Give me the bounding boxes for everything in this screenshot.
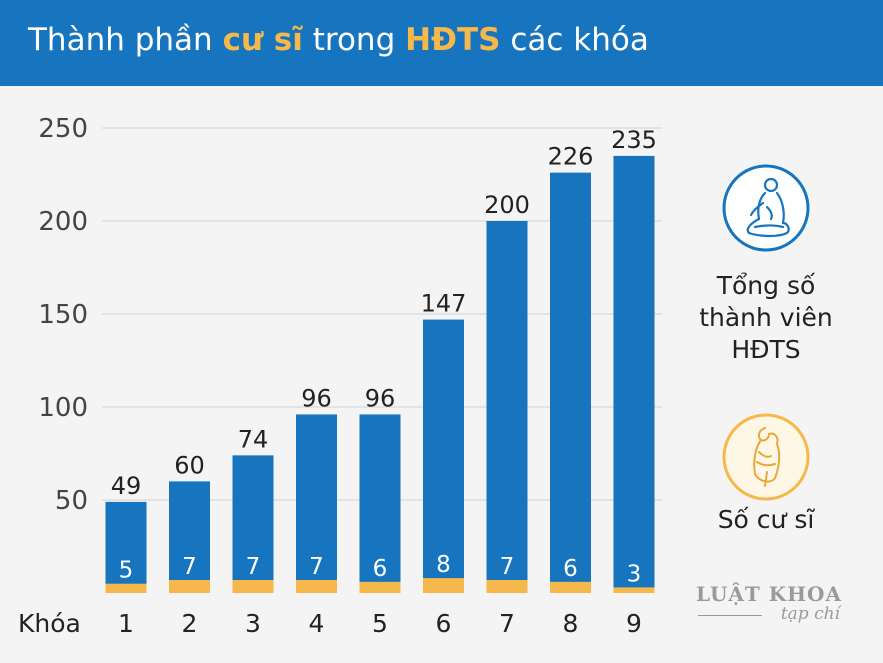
data-label-lay-3: 7 [246, 554, 261, 580]
y-tick-label-50: 50 [55, 486, 88, 516]
title-highlight-1: cư sĩ [222, 22, 303, 58]
bar-lay-6 [423, 578, 464, 593]
bar-lay-9 [613, 587, 655, 593]
bar-total-8 [550, 172, 591, 593]
bar-chart: 5010015020025049516072747396749665147862… [18, 114, 662, 638]
data-label-lay-4: 7 [309, 554, 324, 580]
data-label-total-9: 235 [611, 126, 657, 154]
data-label-lay-8: 6 [563, 556, 578, 582]
bar-total-9 [613, 155, 655, 593]
bar-lay-4 [296, 579, 337, 593]
bar-lay-7 [486, 579, 528, 593]
data-label-total-1: 49 [111, 472, 142, 500]
x-tick-label-5: 5 [372, 609, 388, 638]
luat-khoa-logo: LUẬT KHOA tạp chí [696, 582, 846, 624]
legend-lay-text: Số cư sĩ [717, 505, 815, 534]
data-label-total-5: 96 [365, 384, 396, 412]
legend-total-line-3: HĐTS [731, 335, 801, 364]
title-highlight-2: HĐTS [405, 22, 501, 58]
x-axis-label: Khóa [18, 609, 81, 638]
legend-total-label: Tổng số thành viên HĐTS [686, 270, 846, 366]
x-tick-label-4: 4 [309, 609, 325, 638]
bar-lay-5 [359, 581, 401, 593]
x-tick-label-9: 9 [626, 609, 642, 638]
bar-lay-3 [232, 579, 274, 593]
x-tick-label-3: 3 [245, 609, 261, 638]
title-text-3: các khóa [500, 22, 649, 58]
data-label-lay-6: 8 [436, 552, 451, 578]
title-text-2: trong [302, 22, 406, 58]
bar-total-7 [486, 221, 528, 593]
bar-total-2 [169, 481, 210, 593]
data-label-total-7: 200 [484, 191, 530, 219]
logo-line-2: tạp chí [696, 604, 846, 624]
data-label-total-8: 226 [548, 143, 594, 171]
data-label-lay-2: 7 [182, 554, 197, 580]
bar-total-4 [296, 414, 337, 593]
bar-lay-2 [169, 579, 210, 593]
y-tick-label-100: 100 [38, 393, 88, 423]
legend-total-line-2: thành viên [699, 303, 833, 332]
bar-lay-8 [550, 581, 591, 593]
data-label-lay-5: 6 [373, 556, 388, 582]
bar-lay-1 [105, 583, 147, 593]
header-banner: Thành phần cư sĩ trong HĐTS các khóa [0, 0, 883, 86]
y-tick-label-150: 150 [38, 300, 88, 330]
legend-lay-label: Số cư sĩ [686, 504, 846, 536]
x-tick-label-8: 8 [563, 609, 579, 638]
x-tick-label-1: 1 [118, 609, 134, 638]
bar-total-5 [359, 414, 401, 593]
chart-title: Thành phần cư sĩ trong HĐTS các khóa [28, 22, 649, 58]
data-label-lay-1: 5 [119, 558, 134, 584]
data-label-lay-9: 3 [627, 561, 642, 587]
data-label-total-6: 147 [421, 290, 467, 318]
legend-total-line-1: Tổng số [716, 271, 816, 300]
logo-line-1: LUẬT KHOA [696, 582, 842, 606]
data-label-total-2: 60 [174, 451, 205, 479]
x-tick-label-6: 6 [436, 609, 452, 638]
y-tick-label-200: 200 [38, 207, 88, 237]
bar-total-6 [423, 319, 464, 593]
data-label-total-3: 74 [238, 425, 269, 453]
x-tick-label-7: 7 [499, 609, 515, 638]
title-text-1: Thành phần [28, 22, 223, 58]
x-tick-label-2: 2 [182, 609, 198, 638]
bar-total-1 [105, 501, 147, 593]
bar-total-3 [232, 455, 274, 593]
layperson-praying-icon [721, 412, 811, 507]
y-tick-label-250: 250 [38, 114, 88, 144]
data-label-total-4: 96 [301, 384, 332, 412]
monk-meditating-icon [721, 163, 811, 258]
data-label-lay-7: 7 [500, 554, 515, 580]
